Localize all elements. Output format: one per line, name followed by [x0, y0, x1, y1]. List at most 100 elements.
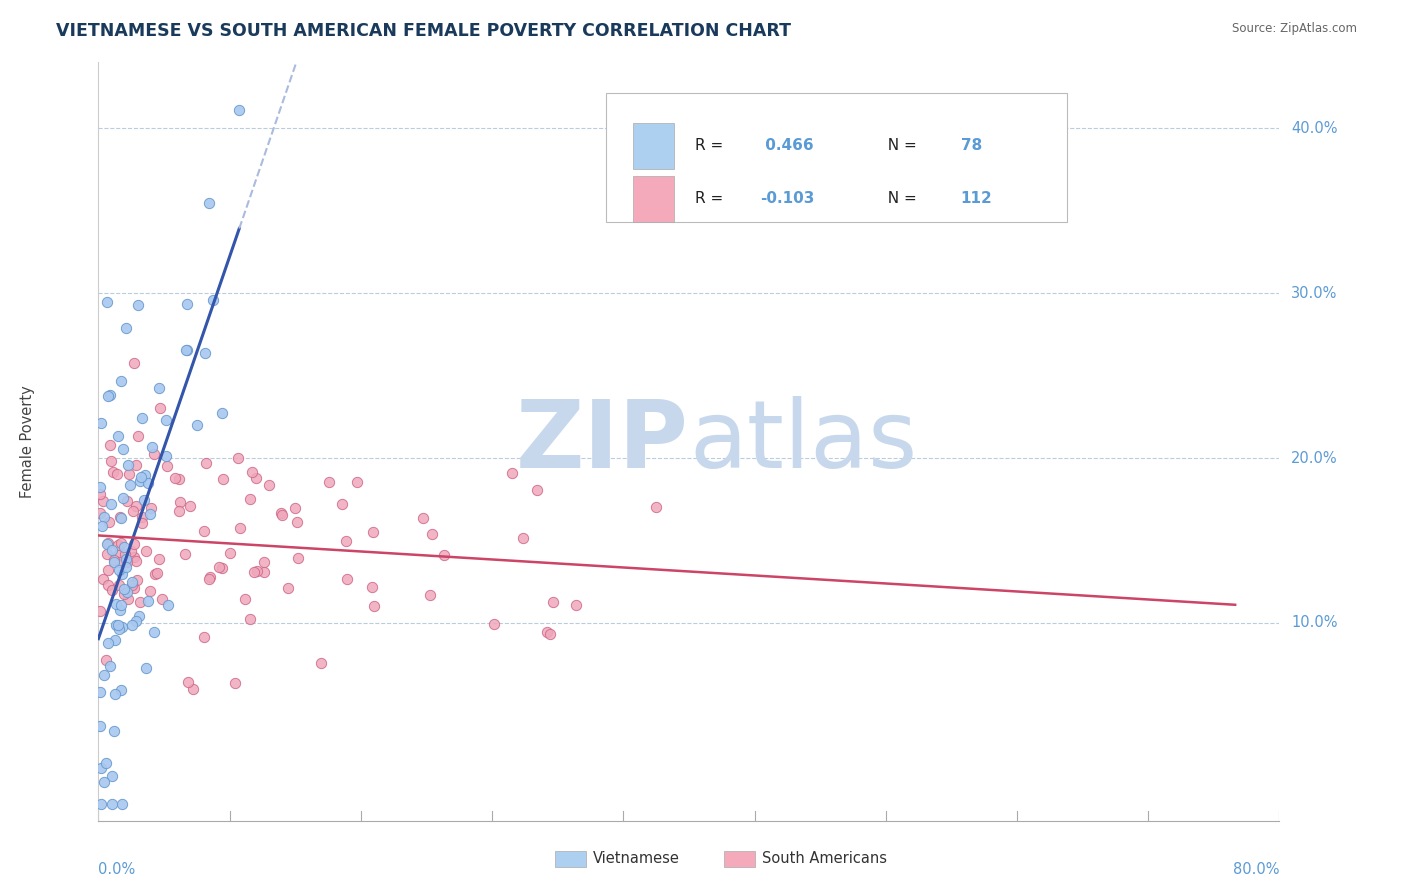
Text: 80.0%: 80.0% — [1233, 862, 1279, 877]
Point — [245, 471, 267, 485]
Point — [526, 483, 548, 497]
Point — [89, 487, 111, 501]
Point — [242, 565, 264, 579]
Text: N =: N = — [877, 192, 921, 206]
Point — [361, 580, 384, 594]
Point — [644, 500, 666, 514]
Point — [271, 508, 294, 523]
Point — [253, 565, 276, 579]
Point — [121, 618, 143, 632]
Point — [90, 761, 112, 775]
Point — [142, 447, 165, 461]
Point — [138, 508, 160, 522]
Point — [122, 356, 145, 370]
Point — [97, 536, 120, 550]
Point — [124, 581, 146, 595]
Point — [122, 537, 145, 551]
Point — [110, 510, 132, 524]
Point — [229, 520, 252, 534]
Point — [433, 548, 456, 562]
Point — [96, 536, 118, 550]
Point — [330, 497, 353, 511]
Point — [194, 346, 217, 360]
Point — [270, 507, 292, 521]
Point — [124, 549, 146, 564]
Point — [134, 467, 156, 482]
Point — [114, 321, 136, 335]
Point — [107, 537, 129, 551]
Point — [226, 450, 249, 465]
Point — [128, 609, 150, 624]
Point — [336, 572, 359, 586]
Point — [179, 499, 201, 513]
Point — [94, 756, 117, 771]
Point — [167, 503, 190, 517]
Point — [97, 389, 120, 403]
Point — [138, 593, 160, 607]
Point — [124, 458, 146, 472]
Text: 112: 112 — [960, 192, 993, 206]
Point — [111, 797, 134, 812]
Point — [309, 656, 332, 670]
Point — [90, 797, 112, 812]
Point — [100, 497, 122, 511]
Point — [101, 797, 124, 812]
Point — [89, 718, 111, 732]
Point — [104, 687, 127, 701]
Point — [101, 583, 124, 598]
Point — [118, 477, 141, 491]
Point — [420, 526, 443, 541]
Point — [111, 491, 134, 506]
Point — [110, 599, 132, 613]
Text: 20.0%: 20.0% — [1291, 450, 1339, 466]
Point — [129, 475, 152, 489]
Text: -0.103: -0.103 — [759, 192, 814, 206]
Point — [98, 659, 121, 673]
Point — [103, 553, 125, 567]
Point — [100, 454, 122, 468]
Point — [121, 504, 143, 518]
Point — [193, 630, 215, 644]
Point — [129, 594, 152, 608]
Point — [253, 555, 276, 569]
Point — [97, 515, 120, 529]
Point — [115, 560, 138, 574]
Point — [114, 547, 136, 561]
Point — [318, 475, 340, 489]
FancyBboxPatch shape — [634, 123, 673, 169]
Point — [97, 636, 120, 650]
Point — [108, 603, 131, 617]
Point — [115, 555, 138, 569]
Point — [138, 583, 160, 598]
Point — [211, 406, 233, 420]
Point — [107, 548, 129, 562]
Point — [139, 501, 162, 516]
Point — [257, 478, 280, 492]
Point — [284, 500, 307, 515]
Point — [110, 536, 132, 550]
Point — [107, 428, 129, 442]
Point — [104, 617, 127, 632]
Point — [512, 531, 534, 545]
Text: 0.466: 0.466 — [759, 138, 814, 153]
Point — [211, 561, 233, 575]
Text: 30.0%: 30.0% — [1291, 285, 1337, 301]
Text: R =: R = — [695, 192, 728, 206]
Point — [536, 624, 558, 639]
Point — [89, 480, 111, 494]
Point — [141, 440, 163, 454]
Point — [124, 614, 146, 628]
Text: Female Poverty: Female Poverty — [20, 385, 35, 498]
Point — [228, 103, 250, 117]
Point — [121, 578, 143, 592]
Point — [108, 622, 131, 636]
Point — [482, 617, 505, 632]
Point — [129, 469, 152, 483]
Point — [176, 297, 198, 311]
Point — [186, 418, 208, 433]
Point — [104, 633, 127, 648]
Point — [197, 572, 219, 586]
Point — [419, 588, 441, 602]
Text: 0.0%: 0.0% — [98, 862, 135, 877]
Point — [112, 442, 135, 456]
